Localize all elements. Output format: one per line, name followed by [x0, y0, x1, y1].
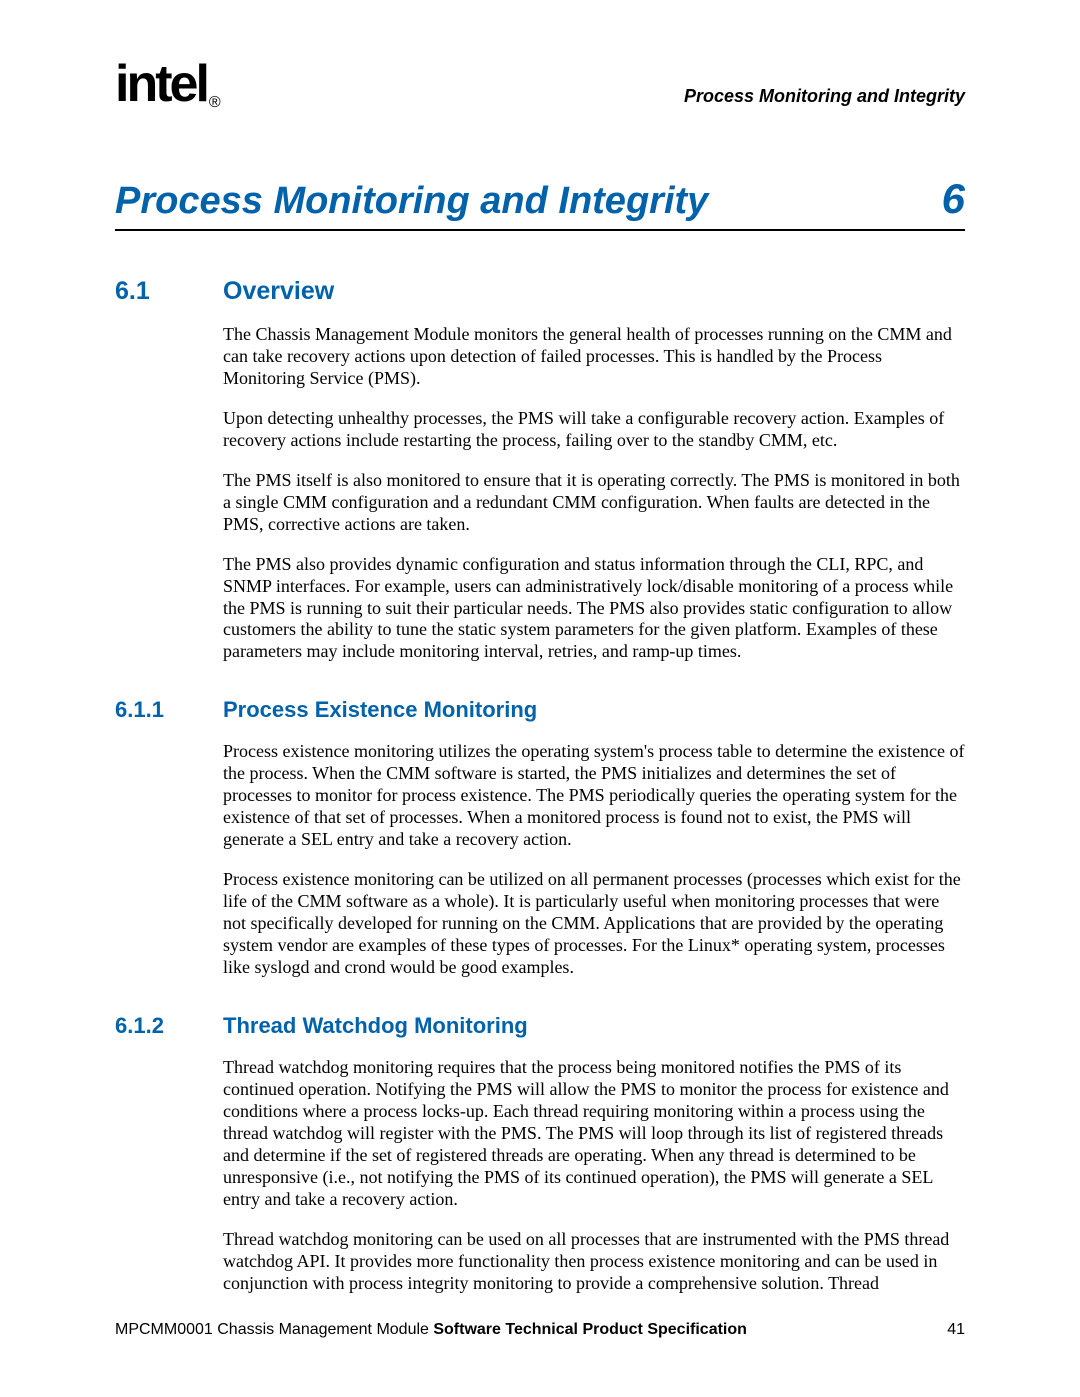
paragraph: The PMS also provides dynamic configurat…	[223, 554, 965, 664]
footer-doc-id: MPCMM0001 Chassis Management Module	[115, 1321, 433, 1338]
paragraph: Process existence monitoring can be util…	[223, 869, 965, 979]
footer-page-number: 41	[947, 1321, 965, 1339]
logo-registered: ®	[209, 94, 218, 111]
section-6-1-row: 6.1 Overview	[115, 277, 965, 306]
page-footer: MPCMM0001 Chassis Management Module Soft…	[115, 1321, 965, 1339]
section-6-1-2-row: 6.1.2 Thread Watchdog Monitoring	[115, 1013, 965, 1039]
paragraph: Thread watchdog monitoring requires that…	[223, 1057, 965, 1211]
paragraph: The Chassis Management Module monitors t…	[223, 324, 965, 390]
subsection-title: Process Existence Monitoring	[223, 697, 537, 723]
subsection-number: 6.1.1	[115, 697, 223, 723]
paragraph: Upon detecting unhealthy processes, the …	[223, 408, 965, 452]
subsection-title: Thread Watchdog Monitoring	[223, 1013, 528, 1039]
section-title: Overview	[223, 277, 334, 306]
running-header: Process Monitoring and Integrity	[684, 86, 965, 107]
chapter-number: 6	[942, 175, 965, 223]
paragraph: Process existence monitoring utilizes th…	[223, 741, 965, 851]
subsection-number: 6.1.2	[115, 1013, 223, 1039]
section-number: 6.1	[115, 277, 223, 306]
paragraph: Thread watchdog monitoring can be used o…	[223, 1229, 965, 1295]
intel-logo: intel®	[115, 58, 216, 110]
footer-doc-bold: Software Technical Product Specification	[433, 1321, 747, 1338]
chapter-title: Process Monitoring and Integrity	[115, 180, 708, 223]
footer-doc-title: MPCMM0001 Chassis Management Module Soft…	[115, 1321, 747, 1339]
paragraph: The PMS itself is also monitored to ensu…	[223, 470, 965, 536]
chapter-heading-row: Process Monitoring and Integrity 6	[115, 175, 965, 231]
page: intel® Process Monitoring and Integrity …	[0, 0, 1080, 1397]
logo-text: intel	[115, 55, 207, 113]
section-6-1-1-row: 6.1.1 Process Existence Monitoring	[115, 697, 965, 723]
